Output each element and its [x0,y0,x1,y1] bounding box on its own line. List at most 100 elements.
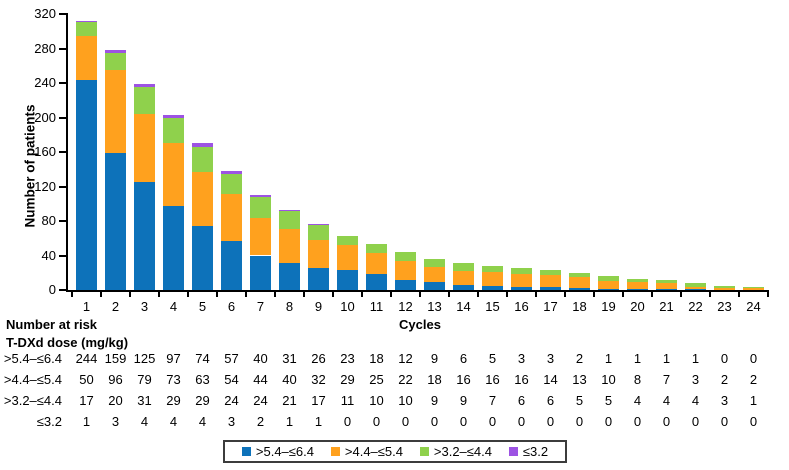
risk-value: 29 [195,393,210,408]
risk-value: 18 [369,351,384,366]
x-tick-label: 1 [82,299,91,314]
x-tick-label: 12 [398,299,413,314]
x-tick-label: 20 [630,299,645,314]
risk-value: 5 [604,393,613,408]
x-tick [390,292,392,297]
bar-segment [192,146,213,172]
risk-value: 21 [282,393,297,408]
risk-value: 9 [430,351,439,366]
risk-value: 50 [79,372,94,387]
x-tick [506,292,508,297]
x-axis-title: Cycles [399,317,441,332]
y-tick-label: 40 [41,247,56,263]
risk-value: 54 [224,372,239,387]
risk-value: 6 [546,393,555,408]
risk-value: 1 [633,351,642,366]
bar-segment [337,245,358,271]
risk-value: 20 [108,393,123,408]
risk-value: 25 [369,372,384,387]
x-tick-label: 21 [659,299,674,314]
x-tick-label: 15 [485,299,500,314]
x-tick [332,292,334,297]
x-tick [303,292,305,297]
legend-swatch-icon [419,447,429,456]
x-tick [709,292,711,297]
risk-value: 32 [311,372,326,387]
risk-value: 26 [311,351,326,366]
bar-segment [105,152,126,290]
risk-value: 0 [691,414,700,429]
bar-segment [453,263,474,271]
bar-segment [656,283,677,290]
x-tick-label: 16 [514,299,529,314]
x-tick-label: 11 [369,299,384,314]
x-tick-label: 22 [688,299,703,314]
risk-value: 7 [488,393,497,408]
x-tick [158,292,160,297]
x-tick-label: 18 [572,299,587,314]
bar-segment [743,288,764,290]
legend-label: >5.4–≤6.4 [255,444,314,459]
risk-value: 6 [459,351,468,366]
bar-segment [308,239,329,268]
bar-segment [279,263,300,290]
bar-segment [685,286,706,290]
bar-segment [163,114,184,119]
risk-value: 2 [256,414,265,429]
x-tick [535,292,537,297]
bar-segment [569,288,590,290]
bar-segment [366,274,387,290]
risk-value: 3 [546,351,555,366]
bar-segment [714,288,735,290]
x-tick-label: 4 [169,299,178,314]
x-tick [274,292,276,297]
x-tick-label: 6 [227,299,236,314]
risk-value: 73 [166,372,181,387]
risk-value: 22 [398,372,413,387]
bar-segment [221,173,242,195]
legend-label: ≤3.2 [522,444,549,459]
bar-segment [395,260,416,280]
risk-value: 40 [282,372,297,387]
legend-swatch-icon [241,447,251,456]
bar-segment [192,143,213,147]
bar-segment [482,271,503,286]
x-tick [477,292,479,297]
risk-value: 24 [224,393,239,408]
y-tick [59,116,66,119]
legend-label: >4.4–≤5.4 [344,444,403,459]
bar-segment [482,265,503,272]
risk-table-row: >3.2–≤4.4 17 20 31 29 29 24 24 21 17 11 10 10 9 9 7 6 6 5 5… [0,393,789,414]
risk-row-label: ≤3.2 [36,414,62,429]
risk-value: 0 [720,414,729,429]
y-tick [59,220,66,222]
risk-value: 0 [372,414,381,429]
risk-value: 5 [575,393,584,408]
legend-entry: ≤3.2 [508,444,549,459]
x-tick-label: 13 [427,299,442,314]
risk-value: 0 [430,414,439,429]
x-tick [738,292,740,297]
dose-header: T-DXd dose (mg/kg) [6,335,129,350]
y-tick-label: 0 [48,282,56,297]
risk-value: 0 [343,414,352,429]
x-tick [651,292,653,297]
bar-segment [540,287,561,290]
x-tick [564,292,566,297]
x-tick [361,292,363,297]
bar-segment [482,285,503,290]
risk-value: 10 [601,372,616,387]
bar-segment [279,228,300,264]
risk-value: 3 [691,372,700,387]
risk-value: 10 [369,393,384,408]
risk-value: 0 [749,351,758,366]
bar-segment [540,270,561,276]
risk-value: 0 [720,351,729,366]
risk-value: 159 [104,351,127,366]
bar-segment [163,118,184,144]
bar-segment [685,289,706,290]
risk-value: 74 [195,351,210,366]
risk-value: 16 [514,372,529,387]
bar-segment [511,287,532,290]
x-tick-label: 8 [285,299,294,314]
